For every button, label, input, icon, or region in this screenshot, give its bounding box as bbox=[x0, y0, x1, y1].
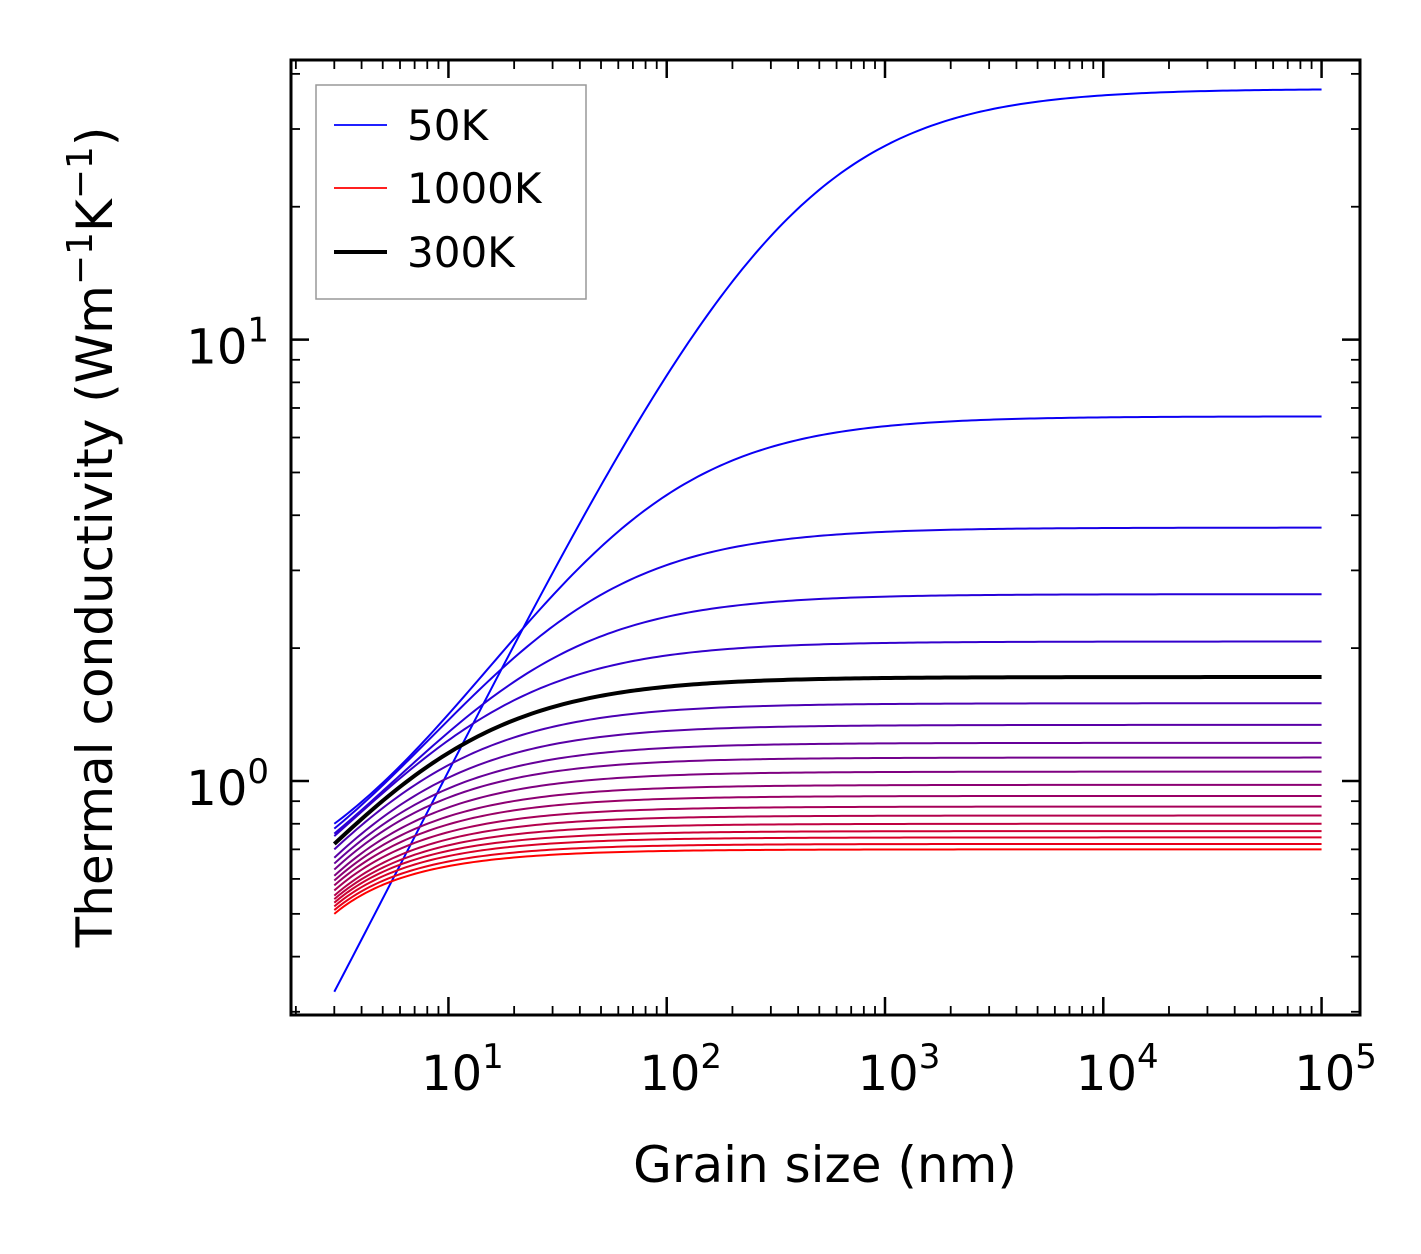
x-tick-label-100: 102 bbox=[639, 1037, 722, 1102]
series-line-650k bbox=[333, 794, 1322, 887]
y-axis-label-base: Thermal conductivity (Wm bbox=[66, 285, 124, 948]
x-tick-label-10-exp: 1 bbox=[482, 1037, 504, 1077]
series-line-900k bbox=[333, 836, 1322, 908]
series-line-450k bbox=[333, 741, 1322, 865]
x-tick-label-10000-exp: 4 bbox=[1137, 1037, 1159, 1077]
series-line-500k bbox=[333, 756, 1322, 871]
y-axis-label-close: ) bbox=[66, 127, 124, 147]
x-tick-label-10: 101 bbox=[421, 1037, 504, 1102]
x-tick-label-10-base: 10 bbox=[421, 1046, 482, 1102]
x-tick-label-100000-exp: 5 bbox=[1355, 1037, 1377, 1077]
series-line-350k bbox=[333, 702, 1322, 851]
series-layer bbox=[332, 88, 1322, 993]
x-tick-label-100-exp: 2 bbox=[700, 1037, 722, 1077]
y-tick-label-10-base: 10 bbox=[186, 320, 247, 376]
y-tick-label-10-exp: 1 bbox=[247, 311, 269, 351]
x-axis-label: Grain size (nm) bbox=[633, 1136, 1017, 1194]
x-tick-label-1000-base: 10 bbox=[858, 1046, 919, 1102]
y-axis-label-sup2: −1 bbox=[60, 146, 101, 199]
legend: 50K 1000K 300K bbox=[315, 84, 587, 300]
series-line-550k bbox=[333, 770, 1322, 877]
series-line-1000k bbox=[333, 848, 1322, 915]
x-tick-label-100000-base: 10 bbox=[1294, 1046, 1355, 1102]
axes-border bbox=[289, 58, 1362, 1017]
legend-label-300k: 300K bbox=[407, 228, 516, 277]
series-line-850k bbox=[333, 830, 1322, 904]
x-tick-label-10000: 104 bbox=[1076, 1037, 1159, 1102]
series-line-800k bbox=[333, 822, 1322, 900]
y-axis-label-sup1: −1 bbox=[60, 232, 101, 285]
series-line-100k bbox=[333, 415, 1322, 825]
x-tick-label-1000-exp: 3 bbox=[919, 1037, 941, 1077]
x-tick-label-100000: 105 bbox=[1294, 1037, 1377, 1102]
series-line-250k bbox=[333, 640, 1322, 837]
x-tick-label-1000: 103 bbox=[858, 1037, 941, 1102]
series-line-50k bbox=[333, 88, 1322, 993]
series-line-300k bbox=[332, 675, 1322, 846]
series-line-700k bbox=[333, 805, 1322, 892]
y-axis-label: Thermal conductivity (Wm−1K−1) bbox=[60, 127, 124, 949]
x-tick-label-10000-base: 10 bbox=[1076, 1046, 1137, 1102]
legend-label-50k: 50K bbox=[407, 101, 489, 150]
axes-frame bbox=[289, 58, 1362, 1017]
y-tick-label-1-base: 10 bbox=[186, 761, 247, 817]
x-tick-label-100-base: 10 bbox=[639, 1046, 700, 1102]
y-tick-label-1-exp: 0 bbox=[247, 752, 269, 792]
series-line-950k bbox=[333, 842, 1322, 911]
legend-label-1000k: 1000K bbox=[407, 164, 543, 213]
y-tick-label-10: 101 bbox=[186, 311, 269, 376]
y-tick-label-1: 100 bbox=[186, 752, 269, 817]
axis-ticks bbox=[291, 60, 1360, 1015]
y-axis-label-mid: K bbox=[66, 198, 124, 232]
series-line-600k bbox=[333, 783, 1322, 882]
series-line-150k bbox=[333, 526, 1322, 830]
series-line-200k bbox=[333, 593, 1322, 835]
legend-box bbox=[315, 84, 587, 300]
series-line-750k bbox=[333, 814, 1322, 897]
series-line-400k bbox=[333, 723, 1322, 859]
